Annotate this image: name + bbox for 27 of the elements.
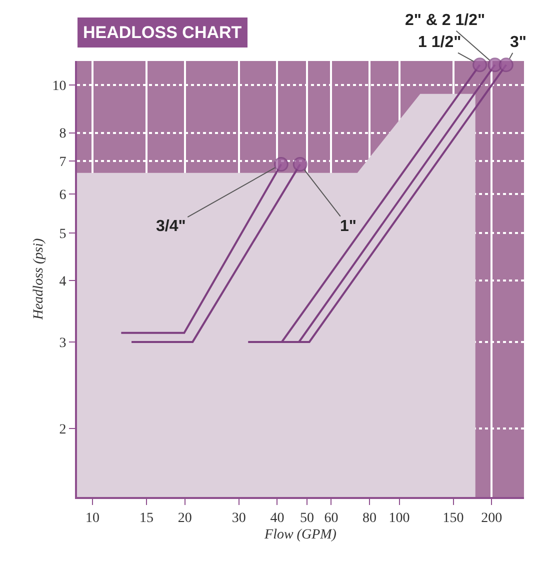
x-tick-label: 30 [232,510,246,526]
chart-title: HEADLOSS CHART [83,23,242,42]
y-tick-label: 10 [52,79,66,94]
y-tick-label: 3 [59,336,66,351]
x-tick-label: 50 [300,510,314,526]
x-axis-title: Flow (GPM) [264,528,337,543]
y-tick-label: 6 [59,188,66,204]
x-tick-label: 20 [178,510,192,526]
x-tick-label: 200 [481,510,502,526]
y-axis-title: Headloss (psi) [31,238,46,321]
y-tick-label: 4 [59,274,66,290]
x-tick-label: 60 [324,510,338,526]
series-label: 2" & 2 1/2" [405,12,486,29]
series-label: 1 1/2" [418,34,462,51]
series-label: 3" [510,34,526,51]
y-tick-label: 2 [59,422,66,438]
x-tick-label: 15 [140,510,154,526]
x-tick-label: 100 [388,510,410,526]
y-tick-label: 8 [59,126,66,142]
y-tick-label: 5 [59,226,66,242]
text: 3/4" [156,218,186,235]
x-tick-label: 10 [86,510,100,526]
y-tick-label: 7 [59,155,66,170]
text: 1" [340,218,356,235]
x-tick-label: 80 [362,510,377,526]
x-tick-label: 150 [442,510,464,526]
x-tick-label: 40 [270,510,284,526]
